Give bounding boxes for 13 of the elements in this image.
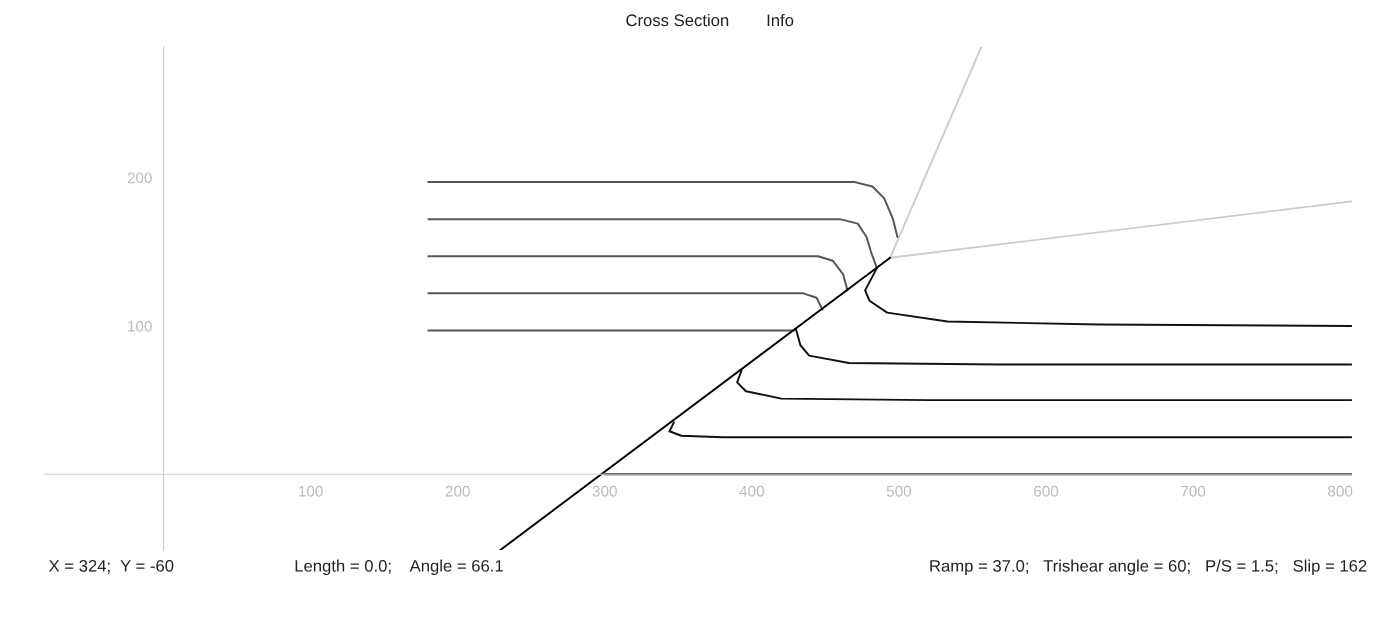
- text: Ramp = 37.0; Trishear angle = 60; P/S = 1.5; Slip = 162: [930, 559, 1367, 576]
- x-tick-label: 400: [739, 485, 764, 497]
- x-tick-label: 200: [445, 485, 470, 497]
- text: Length = 0.0; Angle = 66.1: [295, 559, 503, 576]
- x-tick-label: 500: [886, 485, 912, 497]
- text: X = 324; Y = -60: [48, 559, 174, 574]
- x-tick-label: 300: [592, 485, 617, 497]
- text: Info: [767, 13, 794, 27]
- x-tick-label: 600: [1034, 485, 1059, 497]
- text: Cross Section: [626, 13, 729, 27]
- x-tick-label: 800: [1328, 485, 1353, 497]
- x-tick-label: 100: [299, 485, 323, 497]
- x-tick-label: 700: [1181, 485, 1206, 497]
